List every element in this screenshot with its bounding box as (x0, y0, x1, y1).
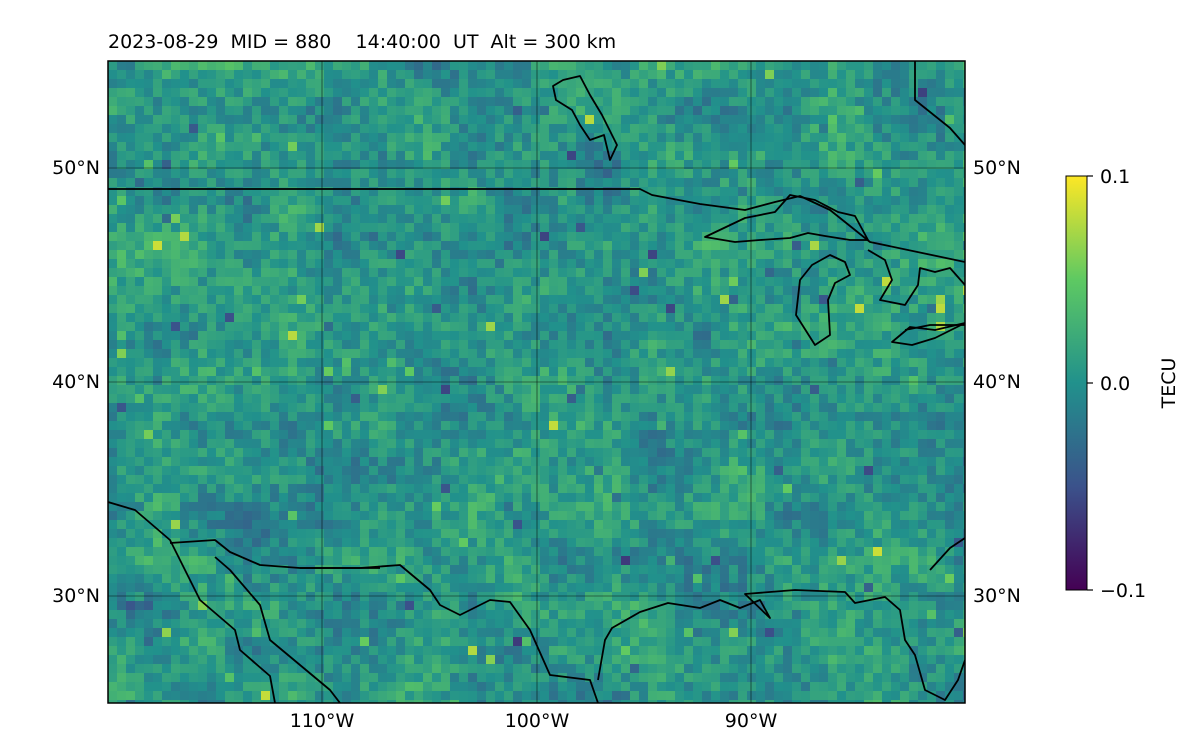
lake-superior (704, 194, 869, 243)
hudson-bay-coast (914, 61, 965, 146)
lake-huron (867, 249, 965, 306)
northern-island (552, 75, 618, 161)
gulf-of-california (169, 539, 599, 703)
map-frame (107, 60, 966, 704)
colorbar: 0.1 0.0 −0.1 TECU (1065, 166, 1180, 602)
colorbar-gradient (1065, 175, 1088, 591)
lat-label-50-right: 50°N (973, 157, 1021, 179)
lon-label-90w: 90°W (725, 710, 778, 732)
tec-map (108, 61, 965, 703)
florida-atlantic-coast (929, 537, 965, 571)
colorbar-title: TECU (1158, 358, 1180, 410)
tec-heatmap-tiles (108, 61, 965, 703)
lake-michigan (795, 254, 851, 346)
map-title: 2023-08-29 MID = 880 14:40:00 UT Alt = 3… (108, 31, 616, 53)
baja-california (214, 556, 341, 703)
us-canada-border (108, 188, 965, 263)
colorbar-label-zero: 0.0 (1100, 373, 1130, 395)
mexico-pacific-coast (108, 501, 276, 703)
lake-erie (891, 322, 965, 346)
coastlines (108, 61, 965, 703)
lat-label-40-left: 40°N (52, 371, 100, 393)
map-gridlines (108, 61, 965, 703)
lat-label-50-left: 50°N (52, 157, 100, 179)
lat-label-30-right: 30°N (973, 585, 1021, 607)
lat-label-30-left: 30°N (52, 585, 100, 607)
lat-label-40-right: 40°N (973, 371, 1021, 393)
lon-label-110w: 110°W (290, 710, 355, 732)
lake-ontario (904, 324, 965, 331)
gulf-coast (597, 589, 965, 701)
colorbar-label-max: 0.1 (1100, 166, 1130, 188)
lon-label-100w: 100°W (505, 710, 570, 732)
colorbar-label-min: −0.1 (1100, 580, 1146, 602)
